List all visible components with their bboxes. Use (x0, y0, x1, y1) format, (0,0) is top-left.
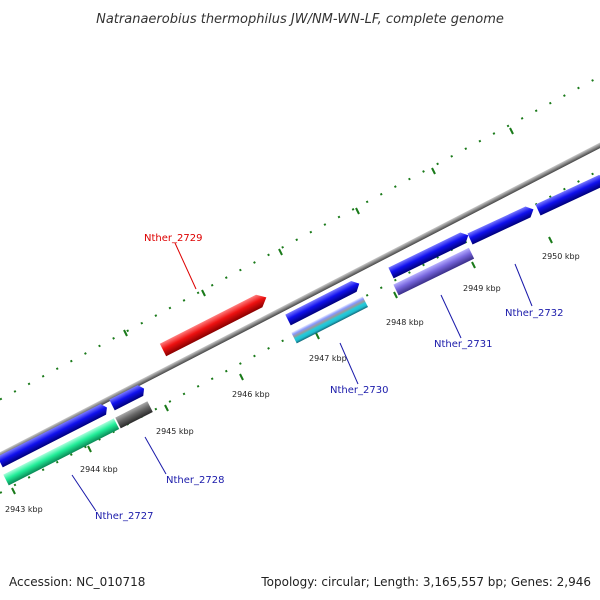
genome-backbone (0, 122, 600, 458)
leader-nther-2727 (71, 474, 97, 512)
leader-nther-2729 (174, 242, 197, 290)
tick-label: 2950 kbp (542, 252, 580, 261)
gene-label-nther-2727[interactable]: Nther_2727 (95, 511, 153, 522)
tick-labels: 2943 kbp 2944 kbp 2945 kbp 2946 kbp 2947… (5, 252, 580, 514)
upper-major-6 (509, 127, 514, 135)
upper-major-5 (431, 167, 436, 175)
tick-mark-2946 (239, 373, 244, 381)
gene-label-nther-2731[interactable]: Nther_2731 (434, 339, 492, 350)
upper-major-1 (123, 329, 128, 337)
gene-feature-nther-2730-forward[interactable] (285, 278, 362, 326)
tick-label: 2949 kbp (463, 284, 501, 293)
tick-label: 2946 kbp (232, 390, 270, 399)
tick-mark-2950 (548, 236, 553, 244)
gene-features (0, 172, 600, 486)
gene-label-nther-2730[interactable]: Nther_2730 (330, 385, 388, 396)
leader-nther-2732 (514, 263, 533, 307)
tick-mark-2948 (393, 291, 398, 299)
tick-mark-2944 (87, 445, 92, 453)
map-title: Natranaerobius thermophilus JW/NM-WN-LF,… (96, 12, 504, 27)
leader-nther-2728 (144, 436, 167, 475)
gene-feature-nther-2730[interactable] (291, 296, 369, 344)
gene-label-nther-2728[interactable]: Nther_2728 (166, 475, 224, 486)
tick-label: 2944 kbp (80, 465, 118, 474)
gene-feature-nther-2729[interactable] (159, 291, 270, 357)
genome-summary-text: Topology: circular; Length: 3,165,557 bp… (260, 575, 591, 589)
gene-feature-nther-2731[interactable] (393, 247, 475, 296)
gene-labels: Nther_2729 Nther_2730 Nther_2731 Nther_2… (95, 233, 563, 522)
gene-feature-nther-2728[interactable] (115, 401, 153, 429)
tick-mark-2943 (11, 487, 16, 495)
upper-major-3 (278, 248, 283, 256)
upper-major-4 (355, 207, 360, 215)
tick-label: 2947 kbp (309, 354, 347, 363)
gene-feature-nther-2727[interactable] (3, 418, 120, 486)
upper-major-2 (201, 289, 206, 297)
tick-label: 2943 kbp (5, 505, 43, 514)
gene-label-nther-2732[interactable]: Nther_2732 (505, 308, 563, 319)
accession-text: Accession: NC_010718 (9, 575, 145, 589)
gene-feature-right-edge[interactable] (535, 172, 600, 216)
tick-label: 2948 kbp (386, 318, 424, 327)
tick-mark-2945 (164, 404, 169, 412)
leader-nther-2730 (339, 342, 359, 385)
tick-mark-2949 (471, 261, 476, 269)
major-ticks (11, 127, 553, 495)
gene-label-nther-2729[interactable]: Nther_2729 (144, 233, 202, 244)
label-leader-lines (71, 242, 533, 512)
gene-feature-nther-2732[interactable] (467, 204, 536, 245)
tick-label: 2945 kbp (156, 427, 194, 436)
upper-tick-track (0, 57, 600, 401)
leader-nther-2731 (440, 294, 462, 339)
tick-mark-2947 (315, 332, 320, 340)
gene-feature-small-forward[interactable] (109, 383, 147, 411)
gene-feature-forward-2948[interactable] (388, 230, 471, 279)
gene-feature-left-forward[interactable] (0, 402, 110, 468)
